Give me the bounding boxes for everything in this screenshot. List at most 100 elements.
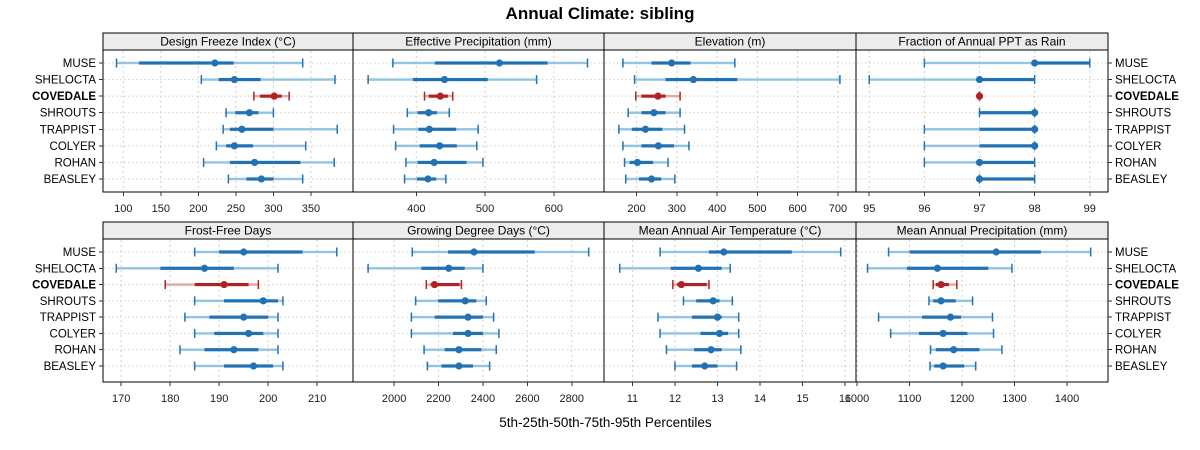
range-bar-5-95 bbox=[223, 128, 338, 131]
strip-title: Frost-Free Days bbox=[185, 224, 272, 238]
panel-2: Effective Precipitation (mm) 400 500 600 bbox=[352, 32, 605, 215]
row-label-right: MUSE bbox=[1115, 247, 1149, 259]
x-tick-label: 500 bbox=[476, 203, 494, 215]
panel-frame bbox=[102, 238, 354, 383]
median-dot bbox=[464, 313, 472, 321]
panel-frame bbox=[352, 49, 605, 193]
median-dot bbox=[937, 280, 945, 289]
row-label-right: SHROUTS bbox=[1115, 296, 1172, 308]
iqr-bar-25-75 bbox=[214, 331, 264, 336]
median-dot bbox=[720, 248, 728, 256]
x-tick-label: 2000 bbox=[382, 393, 406, 405]
median-dot bbox=[937, 297, 945, 305]
median-dot bbox=[238, 125, 246, 133]
row-label-left: BEASLEY bbox=[44, 361, 97, 373]
iqr-bar-25-75 bbox=[979, 144, 1035, 148]
x-tick-label: 600 bbox=[545, 203, 563, 215]
median-dot bbox=[257, 175, 266, 183]
x-tick-label: 1300 bbox=[1002, 393, 1026, 405]
median-dot bbox=[445, 264, 453, 272]
median-dot bbox=[430, 280, 439, 289]
median-dot bbox=[220, 280, 228, 289]
median-dot bbox=[950, 346, 958, 354]
x-tick-label: 2200 bbox=[426, 393, 450, 405]
x-tick-label: 300 bbox=[264, 203, 282, 215]
range-bar-5-95 bbox=[660, 332, 739, 335]
median-dot bbox=[230, 75, 238, 84]
median-dot bbox=[694, 264, 702, 272]
row-label-right: BEASLEY bbox=[1115, 361, 1168, 373]
panel-7: Mean Annual Air Temperature (°C) 11 12 13 14… bbox=[603, 221, 857, 405]
median-dot bbox=[230, 142, 238, 150]
range-bar-5-95 bbox=[201, 78, 335, 81]
median-dot bbox=[455, 346, 463, 354]
iqr-bar-25-75 bbox=[224, 364, 274, 368]
median-dot bbox=[270, 92, 278, 100]
median-dot bbox=[495, 59, 504, 67]
x-tick-label: 170 bbox=[112, 393, 130, 405]
median-dot bbox=[1031, 59, 1039, 67]
x-axis-label: 5th-25th-50th-75th-95th Percentiles bbox=[499, 415, 712, 430]
median-dot bbox=[200, 264, 209, 272]
x-tick-label: 200 bbox=[189, 203, 207, 215]
median-dot bbox=[461, 297, 469, 305]
x-tick-label: 98 bbox=[1029, 203, 1041, 215]
row-label-right: COLYER bbox=[1115, 141, 1161, 153]
x-tick-label: 200 bbox=[259, 393, 277, 405]
row-label-right: MUSE bbox=[1115, 58, 1149, 70]
iqr-bar-25-75 bbox=[629, 160, 654, 165]
median-dot bbox=[707, 346, 715, 354]
row-label-right: BEASLEY bbox=[1115, 174, 1168, 186]
median-dot bbox=[975, 158, 984, 167]
x-tick-label: 99 bbox=[1084, 203, 1096, 215]
x-tick-label: 2400 bbox=[471, 393, 495, 405]
range-bar-5-95 bbox=[869, 78, 1035, 81]
median-dot bbox=[249, 362, 258, 370]
iqr-bar-25-75 bbox=[412, 77, 488, 82]
x-tick-label: 13 bbox=[711, 393, 723, 405]
median-dot bbox=[713, 313, 722, 321]
median-dot bbox=[701, 362, 709, 370]
iqr-bar-25-75 bbox=[434, 61, 548, 65]
panel-4: Fraction of Annual PPT as Rain 95 96 97 98 99 bbox=[855, 32, 1109, 215]
range-bar-5-95 bbox=[216, 144, 306, 148]
strip-title: Effective Precipitation (mm) bbox=[405, 35, 552, 49]
iqr-bar-25-75 bbox=[1034, 61, 1090, 65]
median-dot bbox=[436, 92, 444, 100]
iqr-bar-25-75 bbox=[444, 348, 482, 352]
iqr-bar-25-75 bbox=[417, 160, 467, 165]
x-tick-label: 14 bbox=[754, 393, 766, 405]
row-label-right: ROHAN bbox=[1115, 157, 1157, 169]
x-tick-label: 15 bbox=[796, 393, 808, 405]
x-tick-label: 2600 bbox=[515, 393, 539, 405]
row-label-left: ROHAN bbox=[54, 157, 96, 169]
row-label-left: COVEDALE bbox=[32, 91, 96, 103]
panel-1: Design Freeze Index (°C) 100 150 200 250 300 3… bbox=[102, 32, 354, 215]
panel-3: Elevation (m) 200 300 400 500 600 700 bbox=[603, 32, 857, 215]
iqr-bar-25-75 bbox=[430, 282, 460, 287]
median-dot bbox=[975, 175, 984, 183]
median-dot bbox=[1031, 109, 1039, 117]
x-tick-label: 100 bbox=[114, 203, 132, 215]
strip-title: Growing Degree Days (°C) bbox=[407, 224, 550, 238]
x-tick-label: 95 bbox=[863, 203, 875, 215]
median-dot bbox=[240, 313, 248, 321]
iqr-bar-25-75 bbox=[209, 315, 269, 319]
x-tick-label: 1000 bbox=[845, 393, 869, 405]
row-label-left: MUSE bbox=[63, 58, 97, 70]
row-label-right: COVEDALE bbox=[1115, 280, 1179, 292]
row-label-right: ROHAN bbox=[1115, 345, 1157, 357]
iqr-bar-25-75 bbox=[219, 250, 303, 254]
chart-title: Annual Climate: sibling bbox=[505, 4, 695, 23]
strip-title: Fraction of Annual PPT as Rain bbox=[898, 35, 1065, 49]
iqr-bar-25-75 bbox=[665, 77, 738, 82]
median-dot bbox=[436, 142, 444, 150]
median-dot bbox=[464, 329, 472, 338]
median-dot bbox=[992, 248, 1000, 256]
iqr-bar-25-75 bbox=[700, 331, 729, 336]
iqr-bar-25-75 bbox=[979, 177, 1035, 181]
iqr-bar-25-75 bbox=[226, 144, 254, 148]
median-dot bbox=[689, 75, 697, 84]
median-dot bbox=[946, 313, 955, 321]
